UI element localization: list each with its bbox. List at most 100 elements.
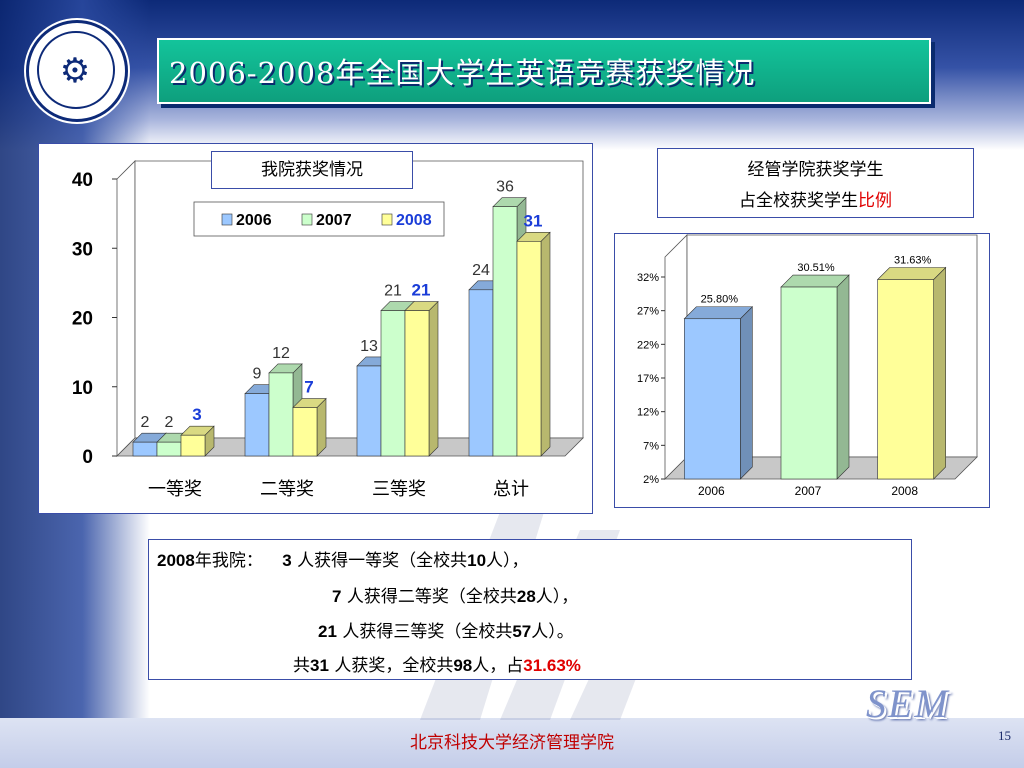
summary-line2-end: 人），	[535, 587, 579, 607]
summary-line-3: 21 人获得三等奖（全校共57人）。	[318, 617, 574, 642]
summary-prefix-year: 2008	[157, 551, 195, 570]
summary-line3-text: 人获得三等奖（全校共	[342, 622, 513, 642]
logo-emblem-icon: ⚙	[59, 51, 91, 91]
chart2-category-label: 2007	[795, 484, 822, 498]
chart2-ytick-label: 2%	[643, 474, 659, 486]
summary-line4-total: 98	[453, 656, 473, 675]
summary-line-1: 2008年我院： 3 人获得一等奖（全校共10人），	[157, 546, 529, 571]
chart1-bar-2008-side	[316, 397, 327, 457]
chart1-category-label: 二等奖	[260, 479, 314, 499]
chart1-ytick-label: 40	[72, 170, 93, 191]
chart1-bar-2006	[356, 365, 382, 457]
chart1-legend-swatch	[301, 213, 313, 226]
chart1-bar-2006	[132, 441, 158, 457]
chart1-bar-2008-side	[540, 231, 551, 457]
chart2-ytick-label: 27%	[637, 306, 659, 318]
ratio-title-line2: 占全校获奖学生比例	[658, 186, 973, 211]
chart1-bar-2006	[468, 289, 494, 457]
summary-box: 2008年我院： 3 人获得一等奖（全校共10人）， 7 人获得二等奖（全校共2…	[148, 539, 912, 680]
chart2-bar-2007-top	[780, 274, 850, 288]
chart1-data-label: 9	[253, 366, 262, 383]
summary-line-4: 共31 人获奖，全校共98人，占31.63%	[293, 651, 581, 676]
summary-line3-end: 人）。	[531, 622, 574, 642]
chart1-legend-label: 2006	[236, 212, 272, 229]
footer-text: 北京科技大学经济管理学院	[410, 733, 614, 753]
ratio-chart-title-box: 经管学院获奖学生 占全校获奖学生比例	[657, 148, 974, 218]
page-title: 2006-2008年全国大学生英语竞赛获奖情况	[169, 56, 756, 90]
chart2-bar-2007-side	[836, 274, 850, 480]
summary-prefix: 年我院：	[194, 551, 263, 571]
chart1-data-label: 13	[360, 338, 378, 355]
chart2-left-wall	[664, 234, 688, 480]
chart2-bar-2008	[877, 279, 934, 480]
chart2-bar-2006-top	[683, 306, 754, 320]
chart2-category-label: 2008	[891, 484, 918, 498]
summary-line3-num: 21	[318, 622, 337, 641]
chart2-data-label: 30.51%	[797, 262, 835, 274]
chart1-ytick-label: 20	[72, 309, 93, 330]
chart1-bar-2008	[180, 434, 206, 457]
summary-line3-total: 57	[512, 622, 532, 641]
chart1-data-label: 21	[384, 283, 402, 300]
chart2-ytick-label: 32%	[637, 272, 659, 284]
chart1-category-label: 三等奖	[372, 479, 426, 499]
chart1-data-label: 12	[272, 345, 290, 362]
summary-line2-num: 7	[332, 587, 342, 606]
summary-line4-b: 人获奖，全校共	[334, 656, 454, 676]
chart1-data-label: 21	[412, 281, 431, 300]
chart1-data-label: 2	[165, 414, 174, 431]
chart1-legend-swatch	[381, 213, 393, 226]
chart1-data-label: 36	[496, 179, 514, 196]
chart1-data-label: 7	[304, 378, 313, 397]
chart2-bar-2007	[780, 286, 838, 480]
summary-line1-total: 10	[467, 551, 487, 570]
chart1-bar-2007	[492, 206, 518, 457]
chart1-bar-2007	[156, 441, 182, 457]
summary-line1-num: 3	[282, 551, 292, 570]
awards-chart-title: 我院获奖情况	[261, 160, 363, 180]
chart2-bar-2006-side	[740, 306, 753, 480]
chart1-legend-label: 2007	[316, 212, 352, 229]
title-banner: 2006-2008年全国大学生英语竞赛获奖情况	[157, 38, 931, 104]
chart1-bar-2007	[380, 310, 406, 457]
summary-line1-end: 人），	[486, 551, 529, 571]
logo-ring	[37, 31, 115, 109]
chart2-bar-2006	[684, 318, 741, 480]
chart1-data-label: 2	[141, 414, 150, 431]
chart1-bar-2008	[292, 407, 318, 457]
chart2-category-label: 2006	[698, 484, 725, 498]
chart1-legend	[193, 201, 445, 237]
ratio-title-line1: 经管学院获奖学生	[747, 160, 884, 180]
ratio-title-highlight: 比例	[858, 191, 892, 211]
summary-line4-a: 共	[293, 656, 310, 676]
chart1-data-label: 31	[524, 211, 543, 230]
chart1-data-label: 3	[192, 405, 201, 424]
sem-logo: SEM	[866, 681, 950, 726]
chart2-ytick-label: 7%	[643, 440, 659, 452]
summary-line4-num: 31	[310, 656, 329, 675]
chart2-bar-2008-side	[933, 266, 946, 480]
chart2-bar-2008-top	[876, 267, 947, 280]
chart1-legend-swatch	[221, 213, 233, 226]
ratio-bar-chart: 2% 7% 12% 17% 22% 27% 32% 25.80% 2006 30.51% 2007 3…	[637, 234, 978, 498]
chart1-ytick-label: 10	[72, 378, 93, 399]
summary-line4-c: 人，占	[472, 656, 524, 676]
page-number: 15	[998, 728, 1011, 743]
awards-chart-title-box: 我院获奖情况	[211, 151, 413, 189]
chart1-legend-label: 2008	[396, 212, 432, 229]
chart1-bar-2008	[404, 310, 430, 457]
chart1-category-label: 一等奖	[148, 479, 202, 499]
chart1-left-wall	[116, 160, 136, 457]
chart2-ytick-label: 22%	[637, 339, 659, 351]
chart2-ytick-label: 17%	[637, 373, 659, 385]
summary-line2-total: 28	[516, 587, 536, 606]
footer-background	[0, 718, 1024, 768]
chart1-bar-2006	[244, 393, 270, 457]
awards-bar-chart: 0 10 20 30 40 2 2 3 一等奖 9 12 7 二等奖 13 21 21 三等奖 24 36 31 总计 2…	[72, 160, 584, 499]
chart2-data-label: 25.80%	[701, 294, 739, 306]
chart1-bar-2008	[516, 241, 542, 457]
chart1-ytick-label: 30	[72, 239, 93, 260]
chart1-ytick-label: 0	[82, 447, 93, 468]
summary-line-2: 7 人获得二等奖（全校共28人），	[332, 582, 578, 607]
summary-line2-text: 人获得二等奖（全校共	[346, 587, 517, 607]
